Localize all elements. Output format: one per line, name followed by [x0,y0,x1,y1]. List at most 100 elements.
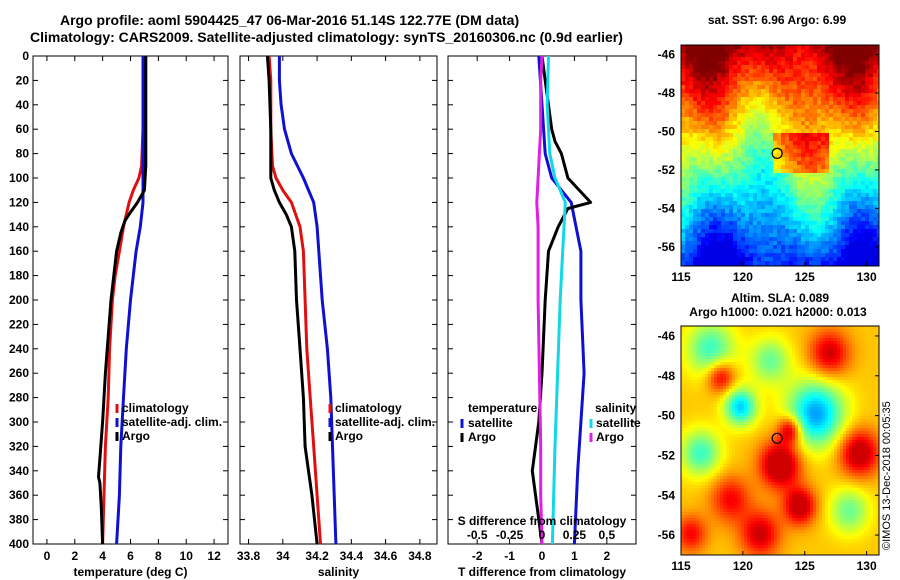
figure-title-line2: Climatology: CARS2009. Satellite-adjuste… [30,29,623,45]
depth-tick-label: 180 [9,269,29,283]
sla_map-ytick-label: -50 [658,409,676,423]
sla-map-title: Altim. SLA: 0.089 [731,291,829,305]
sla_map-ytick-label: -56 [658,528,676,542]
temperature-series-climatology [101,55,148,545]
sst_map-ytick-label: -50 [658,124,676,138]
sst_map-xtick-label: 120 [733,270,753,284]
depth-tick-label: 40 [16,98,30,112]
sla_map-ytick-label: -46 [658,329,676,343]
diff-legend-label: Argo [468,430,496,444]
temperature-xtick-label: 2 [71,549,78,563]
sla_map-xtick-label: 125 [795,559,815,573]
sst_map-ytick-label: -52 [658,163,676,177]
depth-tick-label: 300 [9,415,29,429]
sla-heatmap-field [681,326,879,555]
sla_map-frame [680,325,880,556]
depth-tick-label: 20 [16,73,30,87]
diff-s-tick-label: 0 [539,528,546,542]
diff-legend-label: Argo [596,430,624,444]
depth-tick-label: 280 [9,391,29,405]
diff-s-tick-label: 0.5 [598,528,615,542]
sst_map-argo-marker [771,147,783,159]
depth-tick-label: 0 [22,49,29,63]
temperature-xtick-label: 8 [155,549,162,563]
sla-map-subtitle: Argo h1000: 0.021 h2000: 0.013 [689,305,867,319]
sla_map-xtick-label: 115 [671,559,691,573]
salinity-series-climatology [267,55,322,545]
legend-label: satellite-adj. clim. [335,415,435,429]
depth-tick-label: 360 [9,488,29,502]
salinity-series-satellite-adj-clim- [277,56,338,545]
sst_map-ytick-label: -56 [658,240,676,254]
depth-tick-label: 60 [16,122,30,136]
depth-tick-label: 320 [9,439,29,453]
depth-tick-label: 200 [9,293,29,307]
difference-xlabel: T difference from climatology [458,565,626,579]
diff-top-axis-label: S difference from climatology [458,514,627,528]
sst_map-frame [680,44,880,267]
diff-s-tick-label: -0.25 [496,528,524,542]
salinity-xtick-label: 34.6 [374,549,398,563]
sla_map-ytick-label: -54 [658,488,676,502]
diff-legend-label: satellite [596,416,641,430]
diff-legend-label: satellite [468,416,513,430]
figure-title-line1: Argo profile: aoml 5904425_47 06-Mar-201… [60,12,520,28]
temperature-xtick-label: 4 [99,549,106,563]
depth-tick-label: 100 [9,171,29,185]
depth-tick-label: 120 [9,195,29,209]
sla_map-ytick-label: -52 [658,448,676,462]
legend-label: climatology [122,401,189,415]
difference-series-s-satellite [545,55,567,545]
depth-tick-label: 220 [9,317,29,331]
diff-s-tick-label: 0.25 [563,528,587,542]
legend-label: climatology [335,401,402,415]
temperature-xlabel: temperature (deg C) [73,565,187,579]
sst-map-title: sat. SST: 6.96 Argo: 6.99 [708,13,847,27]
diff-legend-right-title: salinity [595,401,637,415]
difference-series-s-argo [535,55,544,545]
depth-tick-label: 380 [9,513,29,527]
temperature-xtick-label: 0 [44,549,51,563]
salinity-xtick-label: 34.8 [408,549,432,563]
salinity-xtick-label: 34 [276,549,290,563]
difference-xtick-label: -1 [504,549,515,563]
sst-heatmap-field [681,45,879,266]
temperature-xtick-label: 10 [180,549,194,563]
sst_map-xtick-label: 115 [671,270,691,284]
salinity-xtick-label: 34.4 [340,549,364,563]
temperature-series-satellite-adj-clim- [115,56,145,545]
sst_map-xtick-label: 130 [857,270,877,284]
temperature-xtick-label: 12 [207,549,221,563]
sla_map-xtick-label: 130 [857,559,877,573]
sla_map-ytick-label: -48 [658,369,676,383]
sla_map-argo-marker [771,432,783,444]
difference-xtick-label: 1 [571,549,578,563]
temperature-xtick-label: 6 [127,549,134,563]
legend-label: satellite-adj. clim. [122,415,222,429]
sst_map-ytick-label: -54 [658,201,676,215]
salinity-series-argo [265,55,319,545]
difference-xtick-label: -2 [472,549,483,563]
diff-s-tick-label: -0.5 [467,528,488,542]
legend-label: Argo [122,429,150,443]
depth-tick-label: 240 [9,342,29,356]
sla_map-xtick-label: 120 [733,559,753,573]
sst_map-ytick-label: -46 [658,48,676,62]
difference-xtick-label: 2 [603,549,610,563]
legend-label: Argo [335,429,363,443]
depth-tick-label: 260 [9,366,29,380]
diff-legend-left-title: temperature [468,401,538,415]
depth-tick-label: 140 [9,220,29,234]
temperature-series-argo [97,56,148,545]
depth-tick-label: 400 [9,537,29,551]
salinity-xtick-label: 33.8 [237,549,261,563]
difference-series-t-satellite [537,55,586,545]
salinity-xtick-label: 34.2 [305,549,329,563]
depth-tick-label: 80 [16,147,30,161]
depth-tick-label: 340 [9,464,29,478]
sst_map-xtick-label: 125 [795,270,815,284]
difference-xtick-label: 0 [539,549,546,563]
depth-tick-label: 160 [9,244,29,258]
sst_map-ytick-label: -48 [658,86,676,100]
